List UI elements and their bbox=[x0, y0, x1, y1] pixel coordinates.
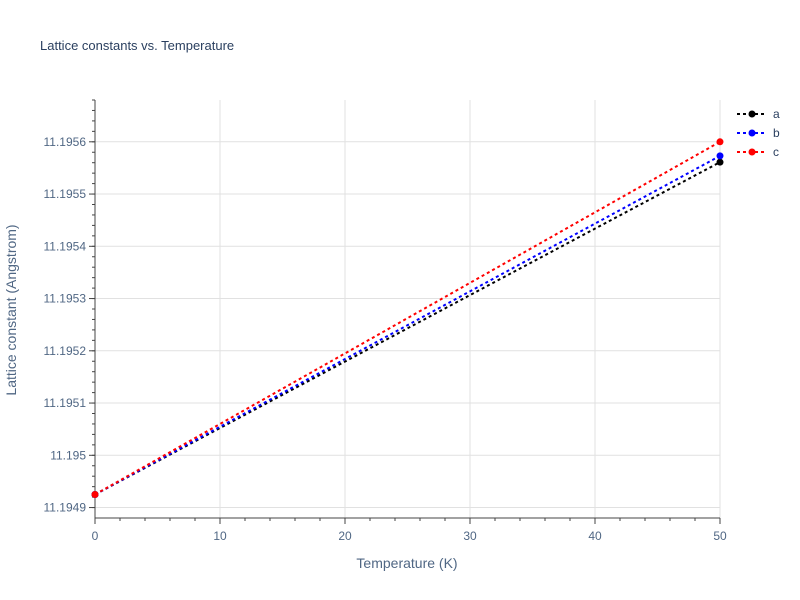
grid bbox=[95, 100, 721, 518]
plot-area bbox=[91, 138, 724, 498]
data-point-c bbox=[91, 490, 99, 498]
data-point-a bbox=[716, 158, 724, 166]
y-tick-label: 11.1951 bbox=[44, 396, 87, 410]
x-tick-label: 10 bbox=[213, 529, 227, 543]
x-tick-label: 30 bbox=[463, 529, 477, 543]
legend-item-c[interactable]: c bbox=[737, 145, 779, 159]
chart-title: Lattice constants vs. Temperature bbox=[40, 38, 234, 53]
axes: 11.1949 11.195 11.1951 11.1952 11.1953 11.195… bbox=[44, 99, 727, 543]
y-tick-label: 11.1953 bbox=[44, 292, 87, 306]
x-tick-label: 20 bbox=[338, 529, 352, 543]
x-axis-title: Temperature (K) bbox=[356, 555, 457, 571]
legend-item-b[interactable]: b bbox=[737, 126, 780, 140]
y-tick-label: 11.1952 bbox=[44, 344, 87, 358]
legend-swatch-marker bbox=[748, 148, 756, 156]
legend-swatch-marker bbox=[748, 129, 756, 137]
y-tick-label: 11.1956 bbox=[44, 135, 87, 149]
legend-label: b bbox=[773, 126, 780, 140]
series-line-b bbox=[94, 155, 721, 496]
y-axis-title: Lattice constant (Angstrom) bbox=[3, 224, 19, 395]
x-tick-label: 40 bbox=[588, 529, 602, 543]
legend: abc bbox=[737, 107, 780, 159]
y-tick-label: 11.195 bbox=[50, 448, 86, 462]
y-tick-label: 11.1954 bbox=[44, 239, 87, 253]
x-tick-label: 0 bbox=[92, 529, 99, 543]
y-tick-label: 11.1949 bbox=[44, 501, 87, 515]
x-tick-label: 50 bbox=[713, 529, 727, 543]
data-point-b bbox=[716, 152, 724, 160]
legend-swatch-marker bbox=[748, 110, 756, 118]
y-tick-label: 11.1955 bbox=[44, 187, 87, 201]
series-line-a bbox=[94, 161, 721, 496]
legend-item-a[interactable]: a bbox=[737, 107, 780, 121]
legend-label: c bbox=[773, 145, 779, 159]
legend-label: a bbox=[773, 107, 780, 121]
series-line-c bbox=[94, 140, 721, 496]
data-point-c bbox=[716, 138, 724, 146]
